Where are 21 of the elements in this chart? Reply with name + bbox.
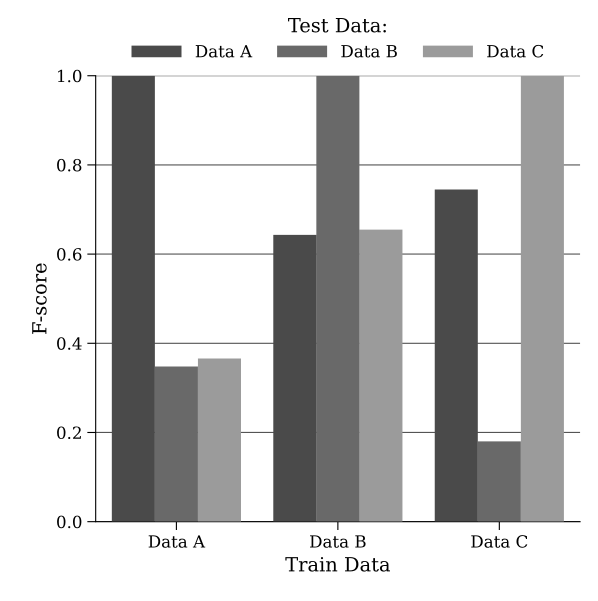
y-tick-label: 1.0 <box>58 70 82 82</box>
bar <box>154 366 198 522</box>
legend-label: Data B <box>341 45 397 58</box>
legend-label: Data C <box>487 44 544 58</box>
bar <box>316 76 360 522</box>
legend-label: Data A <box>196 45 252 58</box>
bar <box>520 76 564 522</box>
x-tick-label: Data C <box>471 535 528 548</box>
y-axis-title: F-score <box>32 263 47 334</box>
y-tick-label: 0.4 <box>57 337 82 350</box>
bar <box>359 230 402 522</box>
y-tick-label: 0.0 <box>57 516 82 528</box>
bar <box>198 358 241 522</box>
x-tick-label: Data A <box>148 535 206 548</box>
x-tick-label: Data B <box>310 535 366 548</box>
y-tick-label: 0.2 <box>57 426 81 440</box>
x-axis-title: Train Data <box>285 557 390 572</box>
y-tick-label: 0.8 <box>57 158 82 172</box>
y-tick-label: 0.6 <box>57 248 82 261</box>
bar <box>478 441 521 522</box>
legend-title: Test Data: <box>288 18 386 32</box>
